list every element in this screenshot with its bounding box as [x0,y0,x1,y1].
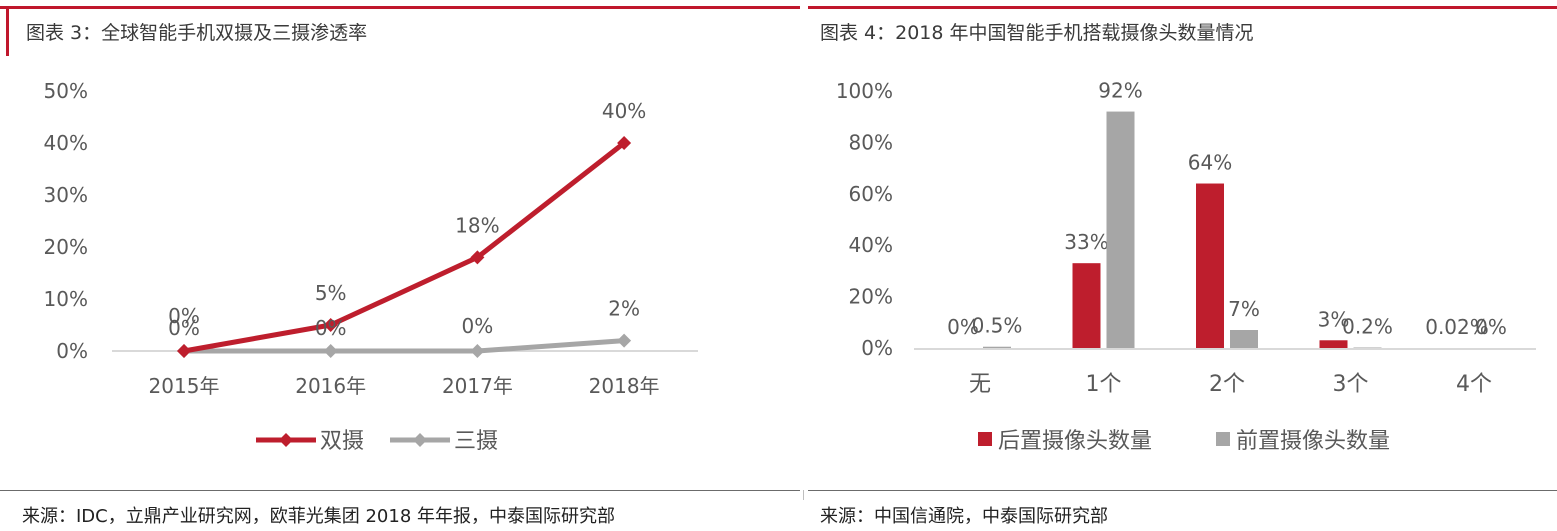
x-tick-label: 2个 [1209,372,1245,397]
title-rule [0,6,800,9]
data-label: 40% [602,99,646,123]
y-tick-label: 20% [44,235,88,259]
data-label: 92% [1098,79,1142,103]
y-tick-label: 0% [56,339,88,363]
bar [1230,330,1258,348]
y-tick-label: 40% [849,233,893,257]
footer-rule [0,490,800,491]
y-tick-label: 10% [44,287,88,311]
data-label: 0% [168,304,200,328]
series-line-dual [183,141,626,354]
legend-swatch [1216,432,1230,446]
series-line-triple [184,338,625,354]
bar [1106,111,1135,348]
data-label: 64% [1188,151,1232,175]
y-tick-label: 30% [44,183,88,207]
y-tick-label: 20% [849,285,893,309]
legend-label: 前置摄像头数量 [1236,429,1390,454]
y-tick-label: 40% [44,131,88,155]
legend-marker [413,433,427,447]
y-tick-label: 100% [836,79,893,103]
data-label: 7% [1228,297,1260,321]
right-chart-panel: 图表 4：2018 年中国智能手机搭载摄像头数量情况 0% 20% 40% 60% 80… [808,0,1557,531]
data-label: 0.02% [1425,315,1489,339]
title-accent-bar [6,6,9,56]
line-chart: 0% 10% 20% 30% 40% 50% 2015年 2016年 2017年 2018年 0% 5… [44,79,698,454]
data-point-marker [617,333,632,348]
data-label: 0% [462,314,494,338]
data-point-marker [177,344,191,358]
bar [1319,340,1348,348]
data-label: 0% [947,315,979,339]
footer-rule [808,490,1557,491]
x-tick-label: 1个 [1086,372,1122,397]
x-tick-label: 2015年 [149,374,220,398]
bar [1196,183,1224,348]
data-label: 33% [1064,230,1108,254]
data-point-marker [470,344,485,358]
x-tick-label: 2018年 [589,374,660,398]
bar [983,346,1011,348]
data-label: 0% [1475,315,1507,339]
legend-label: 双摄 [320,429,364,454]
bar [1072,263,1101,348]
legend-marker [279,433,293,447]
chart-title: 图表 4：2018 年中国智能手机搭载摄像头数量情况 [820,22,1254,44]
legend-label: 后置摄像头数量 [998,429,1152,454]
legend-label: 三摄 [454,429,498,454]
x-tick-label: 4个 [1456,372,1492,397]
data-point-marker [323,318,338,332]
chart-title: 图表 3：全球智能手机双摄及三摄渗透率 [26,22,368,44]
data-label: 18% [455,213,499,237]
data-point-marker [617,136,632,150]
data-label: 0% [315,316,347,340]
bar-chart: 0% 20% 40% 60% 80% 100% 0% 33% 64% 3% 0.02% 0.5% 92%… [836,79,1536,454]
title-rule [808,6,1557,9]
legend-swatch [978,432,992,446]
data-label: 0.2% [1342,314,1393,338]
x-tick-label: 2017年 [442,374,513,398]
y-tick-label: 0% [861,336,893,360]
data-point-marker [470,250,485,265]
data-label: 2% [608,297,640,321]
y-tick-label: 80% [849,130,893,154]
data-label: 0.5% [972,314,1023,338]
left-chart-panel: 图表 3：全球智能手机双摄及三摄渗透率 0% 10% 20% 30% 40% 50% 201… [0,6,800,527]
y-tick-label: 60% [849,182,893,206]
data-label: 5% [315,281,347,305]
bar [1353,347,1382,348]
data-point-marker [323,344,338,358]
data-label: 0% [168,316,200,340]
data-label: 3% [1318,307,1350,331]
source-note: 来源：IDC，立鼎产业研究网，欧菲光集团 2018 年年报，中泰国际研究部 [22,506,615,527]
y-tick-label: 50% [44,79,88,103]
panel-divider [803,490,804,500]
x-tick-label: 2016年 [295,374,366,398]
x-tick-label: 无 [969,372,991,397]
source-note: 来源：中国信通院，中泰国际研究部 [820,506,1108,527]
x-tick-label: 3个 [1333,372,1369,397]
